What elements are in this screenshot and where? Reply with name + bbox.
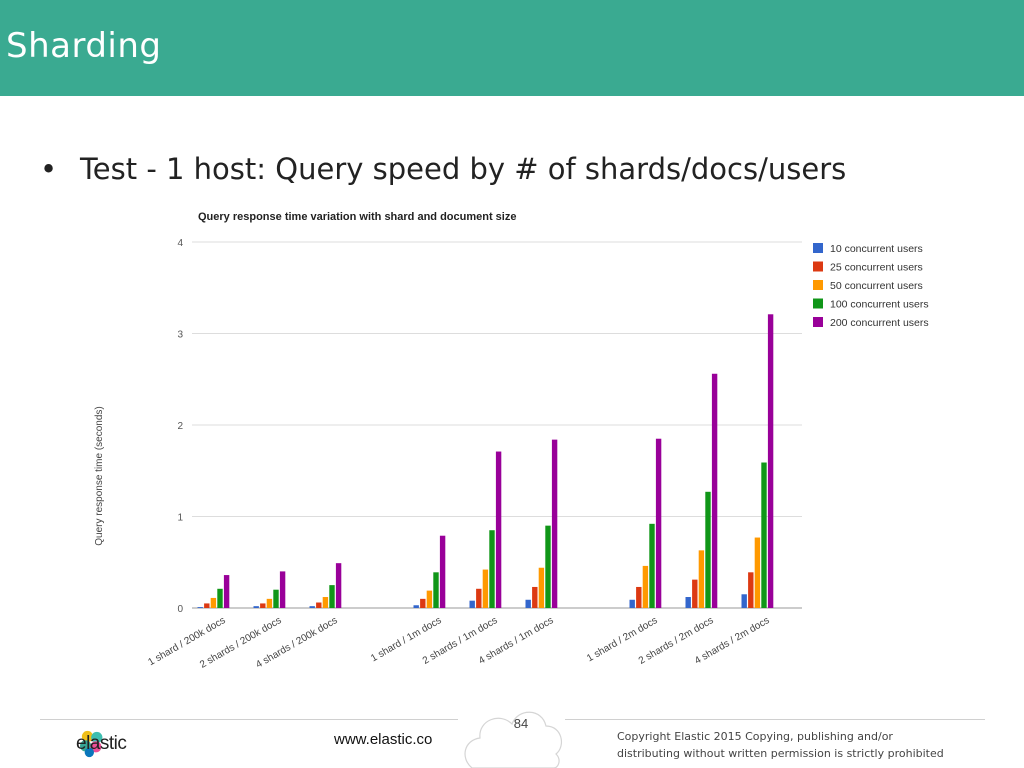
bar bbox=[545, 525, 551, 608]
copyright-notice: Copyright Elastic 2015 Copying, publishi… bbox=[617, 728, 957, 762]
bar bbox=[525, 599, 531, 608]
legend-label: 200 concurrent users bbox=[830, 317, 929, 329]
bar bbox=[495, 451, 502, 608]
bar bbox=[335, 563, 342, 608]
y-tick-label: 3 bbox=[177, 330, 183, 341]
legend-swatch bbox=[813, 261, 823, 272]
bar bbox=[266, 598, 273, 608]
legend-swatch bbox=[813, 243, 823, 253]
bullet-point: • Test - 1 host: Query speed by # of shar… bbox=[40, 152, 846, 186]
bar bbox=[649, 523, 655, 608]
elastic-logo-icon bbox=[80, 730, 103, 758]
bar bbox=[433, 572, 439, 608]
bar bbox=[532, 586, 538, 608]
bar bbox=[642, 565, 649, 608]
bar bbox=[316, 602, 322, 608]
copyright-line-1: Copyright Elastic 2015 Copying, publishi… bbox=[617, 730, 893, 743]
website-link[interactable]: www.elastic.co bbox=[334, 731, 433, 748]
y-tick-label: 0 bbox=[177, 604, 183, 615]
copyright-line-2: distributing without written permission … bbox=[617, 747, 944, 760]
bar bbox=[711, 373, 718, 608]
bar bbox=[476, 588, 482, 608]
legend-swatch bbox=[813, 280, 823, 290]
bar bbox=[217, 588, 223, 608]
slide-title: Sharding bbox=[6, 26, 162, 66]
bar bbox=[754, 537, 761, 608]
footer-divider-left bbox=[40, 719, 458, 720]
bar bbox=[636, 586, 642, 608]
bar bbox=[685, 597, 691, 608]
slide-header: Sharding bbox=[0, 0, 1024, 96]
bar bbox=[767, 314, 774, 608]
bullet-marker: • bbox=[40, 152, 58, 186]
brand-name: elastic bbox=[76, 733, 127, 754]
y-axis-label: Query response time (seconds) bbox=[94, 406, 105, 546]
bar bbox=[489, 530, 495, 608]
bar bbox=[469, 600, 475, 608]
bar bbox=[204, 603, 210, 608]
bar bbox=[309, 606, 315, 608]
bar bbox=[748, 572, 754, 608]
bar bbox=[273, 589, 279, 608]
chart-title: Query response time variation with shard… bbox=[198, 211, 516, 223]
legend-label: 50 concurrent users bbox=[830, 280, 923, 292]
legend-label: 25 concurrent users bbox=[830, 262, 923, 274]
footer-divider-right bbox=[565, 719, 985, 720]
legend-swatch bbox=[813, 298, 823, 309]
bullet-text: Test - 1 host: Query speed by # of shard… bbox=[80, 152, 847, 186]
bar bbox=[439, 535, 446, 608]
bar bbox=[279, 571, 286, 608]
bar bbox=[322, 597, 329, 608]
bar bbox=[426, 590, 433, 608]
y-tick-label: 2 bbox=[177, 421, 183, 432]
bar bbox=[629, 599, 635, 608]
bar bbox=[741, 594, 747, 608]
bar bbox=[223, 575, 230, 608]
y-tick-label: 1 bbox=[177, 513, 183, 524]
bar bbox=[197, 607, 203, 608]
bar bbox=[253, 606, 259, 608]
legend-label: 10 concurrent users bbox=[830, 243, 923, 255]
bar bbox=[260, 603, 266, 608]
cloud-icon bbox=[464, 711, 563, 768]
page-number: 84 bbox=[513, 716, 529, 731]
bar bbox=[413, 605, 419, 608]
bar bbox=[538, 567, 545, 608]
bar bbox=[329, 585, 335, 608]
bar bbox=[705, 491, 711, 608]
bar bbox=[551, 439, 558, 608]
bar bbox=[482, 569, 489, 608]
legend-label: 100 concurrent users bbox=[830, 299, 929, 311]
bar bbox=[692, 579, 698, 608]
bar bbox=[210, 597, 217, 608]
bar bbox=[420, 598, 426, 608]
legend-swatch bbox=[813, 317, 823, 327]
bar bbox=[761, 462, 767, 608]
bar bbox=[655, 438, 662, 608]
bar bbox=[698, 550, 705, 608]
y-tick-label: 4 bbox=[177, 238, 183, 249]
bar-chart: Query response time variation with shard… bbox=[94, 211, 929, 671]
